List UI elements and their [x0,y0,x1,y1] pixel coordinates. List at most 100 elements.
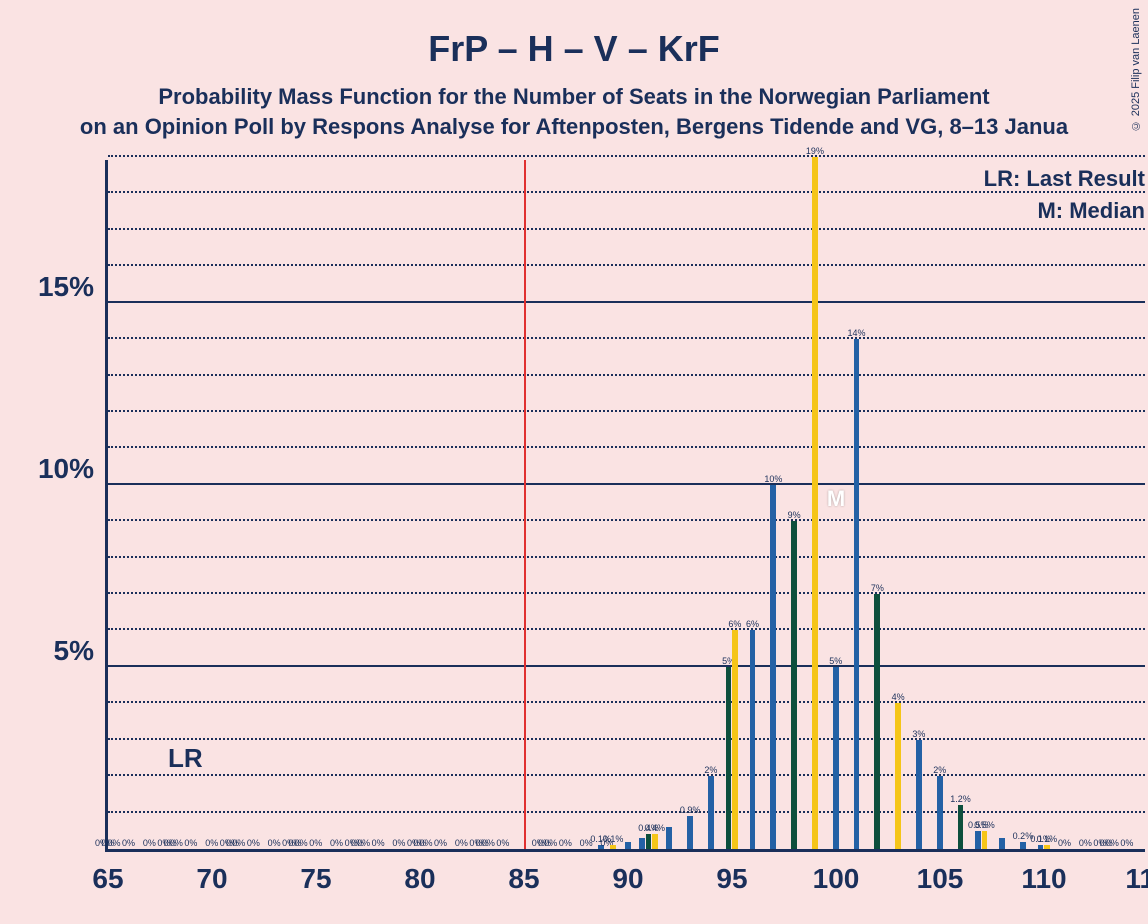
bar-value-label: 6% [746,619,759,630]
bar-value-label: 0% [295,838,308,849]
bar-value-label: 7% [871,583,884,594]
bar: 2% [708,776,714,849]
y-axis-label: 15% [38,271,108,303]
bar-value-label: 0% [1079,838,1092,849]
gridline [108,592,1145,594]
median-marker: M [827,488,845,510]
bar: 0.5% [975,831,981,849]
bar-value-label: 0% [357,838,370,849]
copyright-text: © 2025 Filip van Laenen [1130,8,1142,131]
bar-value-label: 0% [247,838,260,849]
last-result-line [524,160,526,849]
x-axis-label: 75 [300,849,331,895]
x-axis-label: 65 [92,849,123,895]
gridline [108,301,1145,303]
bar: 0.4% [652,834,658,849]
bar-value-label: 0% [1058,838,1071,849]
gridline [108,191,1145,193]
gridline [108,337,1145,339]
gridline [108,628,1145,630]
chart-area: LR: Last Result M: Median 5% 10% 15% 65 70 75… [0,160,1148,924]
bar-value-label: 0% [392,838,405,849]
bar-value-label: 0.4% [645,823,666,834]
bar-value-label: 0% [107,838,120,849]
bar-value-label: 0% [184,838,197,849]
bar-value-label: 0% [419,838,432,849]
gridline [108,774,1145,776]
bar-value-label: 2% [933,765,946,776]
y-axis-label: 10% [38,453,108,485]
bar-value-label: 1.2% [950,794,971,805]
legend-lr: LR: Last Result [984,166,1145,192]
bar: 0.1% [1044,845,1050,849]
chart-title: FrP – H – V – KrF [0,0,1148,70]
x-axis-label: 100 [813,849,860,895]
bar-value-label: 0.5% [974,820,995,831]
bar [666,827,672,849]
bar-value-label: 0.9% [680,805,701,816]
x-axis-label: 115 [1125,849,1148,895]
bar-value-label: 0% [268,838,281,849]
bar [625,842,631,849]
chart-subtitle-2: on an Opinion Poll by Respons Analyse fo… [0,110,1148,140]
bar: 2% [937,776,943,849]
bar-value-label: 0% [455,838,468,849]
bar: 7% [874,594,880,849]
bar-value-label: 0% [143,838,156,849]
bar-value-label: 5% [829,656,842,667]
bar-value-label: 0% [559,838,572,849]
bar-value-label: 9% [788,510,801,521]
bar: 0.1% [610,845,616,849]
x-axis-label: 85 [508,849,539,895]
x-axis-label: 95 [716,849,747,895]
x-axis-label: 110 [1021,849,1066,895]
bar: 0.2% [1020,842,1026,849]
bar-value-label: 19% [806,146,824,157]
bar: 0.4% [646,834,652,849]
x-axis-label: 70 [196,849,227,895]
bar-value-label: 3% [912,729,925,740]
gridline [108,228,1145,230]
plot-area: LR: Last Result M: Median 5%10%15%657075… [105,160,1145,852]
bar-value-label: 0% [496,838,509,849]
last-result-label: LR [168,743,203,774]
bar-value-label: 0% [482,838,495,849]
gridline [108,446,1145,448]
bar: 5% [726,667,732,849]
bar-value-label: 0% [205,838,218,849]
legend-median: M: Median [984,198,1145,224]
bar-value-label: 0% [170,838,183,849]
bar: 14% [854,339,860,849]
bar-value-label: 0% [434,838,447,849]
bar: 3% [916,740,922,849]
gridline [108,665,1145,667]
x-axis-label: 80 [404,849,435,895]
bar-value-label: 0.1% [1037,834,1058,845]
bar [999,838,1005,849]
legend: LR: Last Result M: Median [984,166,1145,230]
bar: 6% [732,630,738,849]
bar-value-label: 0.1% [603,834,624,845]
gridline [108,155,1145,157]
x-axis-label: 90 [612,849,643,895]
bar-value-label: 10% [764,474,782,485]
bar: 9% [791,521,797,849]
bar-value-label: 0% [122,838,135,849]
bar [639,838,645,849]
gridline [108,811,1145,813]
bar-value-label: 0% [1120,838,1133,849]
bar: 4% [895,703,901,849]
bar-value-label: 4% [892,692,905,703]
bar-value-label: 0% [1106,838,1119,849]
bar: 0.5% [982,831,988,849]
bar-value-label: 0% [330,838,343,849]
gridline [108,374,1145,376]
bar: 0.9% [687,816,693,849]
bar: 0.1% [1038,845,1044,849]
bar: 19% [812,157,818,849]
gridline [108,738,1145,740]
bar-value-label: 6% [728,619,741,630]
bar-value-label: 0% [232,838,245,849]
bar-value-label: 0% [372,838,385,849]
bar-value-label: 2% [704,765,717,776]
